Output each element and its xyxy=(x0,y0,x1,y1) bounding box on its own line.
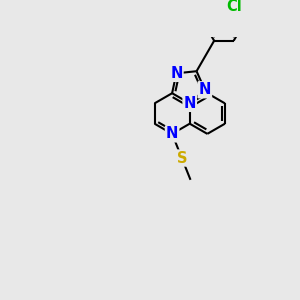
Text: N: N xyxy=(199,82,211,97)
Text: Cl: Cl xyxy=(226,0,242,14)
Text: S: S xyxy=(176,151,187,166)
Text: N: N xyxy=(170,66,182,81)
Text: N: N xyxy=(184,96,196,111)
Text: N: N xyxy=(166,126,178,141)
